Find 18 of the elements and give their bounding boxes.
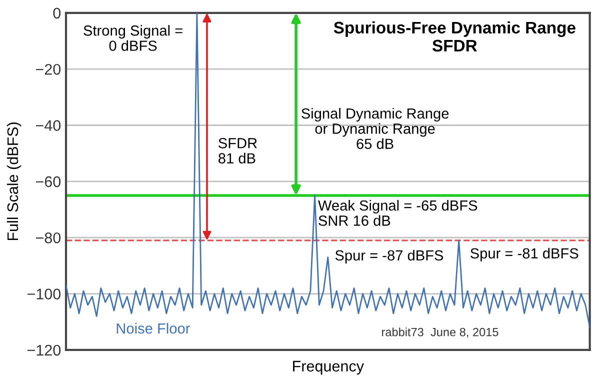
y-axis-title: Full Scale (dBFS): [6, 122, 22, 240]
annotation: Spur = -81 dBFS: [470, 248, 578, 262]
annotation: Spur = -87 dBFS: [335, 250, 444, 264]
annotation: Strong Signal = 0 dBFS: [84, 25, 182, 51]
x-axis-title: Frequency: [293, 360, 364, 375]
y-tick-label: −100: [27, 288, 61, 300]
y-tick-label: −80: [36, 232, 61, 244]
annotation: Signal Dynamic Range or Dynamic Range 65 dB: [302, 108, 449, 150]
text: Spurious-Free Dynamic Range SFDR: [334, 21, 576, 52]
y-tick-label: −40: [36, 120, 61, 131]
annotation: Noise Floor: [116, 322, 190, 334]
y-tick-label: −120: [27, 344, 61, 356]
y-tick-label: −20: [36, 64, 61, 75]
y-tick-label: 0: [53, 8, 61, 19]
annotation: SFDR 81 dB: [218, 138, 257, 164]
y-tick-label: −60: [36, 176, 61, 188]
annotation: Weak Signal = -65 dBFS SNR 16 dB: [318, 200, 478, 226]
annotation: rabbit73 June 8, 2015: [382, 328, 498, 338]
